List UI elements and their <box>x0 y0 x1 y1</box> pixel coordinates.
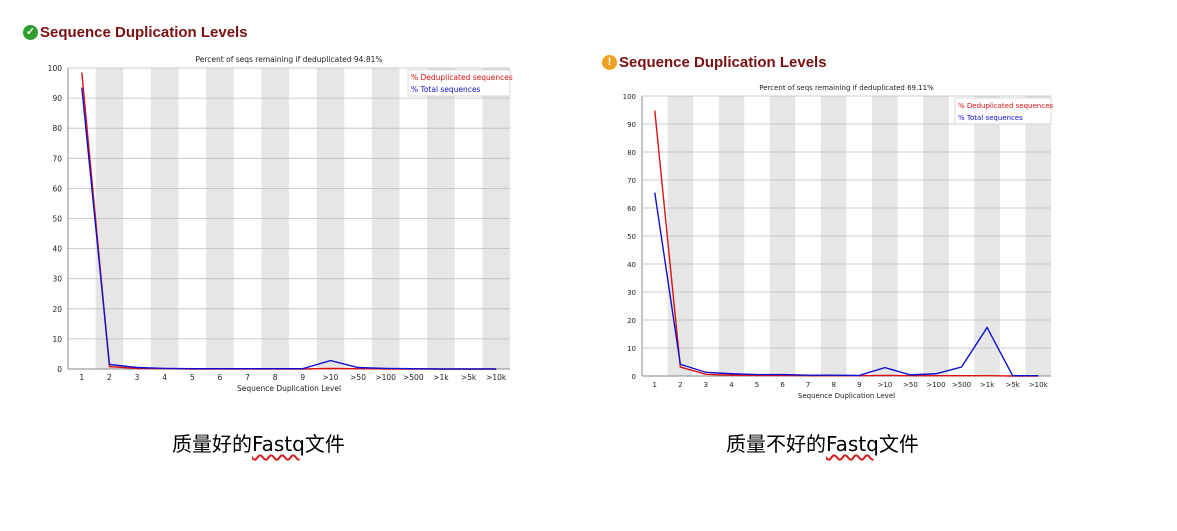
x-tick-label: 6 <box>218 373 223 382</box>
chart-title: Percent of seqs remaining if deduplicate… <box>759 84 934 92</box>
x-tick-label: >50 <box>903 381 918 389</box>
y-tick-label: 90 <box>52 94 62 103</box>
x-tick-label: >100 <box>375 373 396 382</box>
x-tick-label: >500 <box>403 373 424 382</box>
x-tick-label: 8 <box>273 373 278 382</box>
x-tick-label: 3 <box>135 373 140 382</box>
x-tick-label: 5 <box>190 373 195 382</box>
legend-entry: % Deduplicated sequences <box>958 102 1053 110</box>
caption-word: Fastq <box>826 432 879 456</box>
y-tick-label: 10 <box>627 345 636 353</box>
legend-entry: % Total sequences <box>958 114 1023 122</box>
y-tick-label: 10 <box>52 335 62 344</box>
series-line-total <box>654 192 1039 377</box>
x-tick-label: 4 <box>729 381 734 389</box>
chart-title: Percent of seqs remaining if deduplicate… <box>196 55 383 64</box>
y-tick-label: 20 <box>52 305 62 314</box>
x-tick-label: 1 <box>79 373 84 382</box>
x-tick-label: >1k <box>980 381 995 389</box>
y-tick-label: 80 <box>52 124 62 133</box>
panel-title-text: Sequence Duplication Levels <box>40 24 248 41</box>
x-tick-label: >500 <box>952 381 971 389</box>
y-tick-label: 50 <box>52 215 62 224</box>
x-tick-label: >50 <box>350 373 366 382</box>
caption-word: Fastq <box>252 432 305 456</box>
x-tick-label: >1k <box>433 373 449 382</box>
y-tick-label: 70 <box>627 177 636 185</box>
y-tick-label: 30 <box>627 289 636 297</box>
x-tick-label: 5 <box>755 381 759 389</box>
caption-prefix: 质量不好的 <box>726 432 826 456</box>
y-tick-label: 60 <box>52 184 62 193</box>
x-tick-label: 7 <box>806 381 810 389</box>
caption-bad: 质量不好的Fastq文件 <box>726 428 919 457</box>
duplication-chart-bad: 0 10 20 30 40 50 60 70 80 90 100 1 2 3 4 5 6 7 8 9 >10 >50 >10… <box>623 84 1054 400</box>
x-tick-label: 3 <box>704 381 708 389</box>
caption-suffix: 文件 <box>878 432 919 456</box>
x-axis-label: Sequence Duplication Level <box>798 392 895 400</box>
panel-title: ! Sequence Duplication Levels <box>602 54 827 71</box>
panel-title-text: Sequence Duplication Levels <box>619 54 827 71</box>
legend-entry: % Total sequences <box>411 85 481 94</box>
x-tick-label: >5k <box>1005 381 1020 389</box>
x-axis-label: Sequence Duplication Level <box>237 384 341 393</box>
y-tick-label: 40 <box>52 245 62 254</box>
y-tick-label: 30 <box>52 275 62 284</box>
x-tick-label: 4 <box>162 373 167 382</box>
y-tick-label: 80 <box>627 149 636 157</box>
x-tick-label: >10 <box>323 373 339 382</box>
caption-prefix: 质量好的 <box>172 432 252 456</box>
x-tick-label: 9 <box>300 373 305 382</box>
y-tick-label: 90 <box>627 121 636 129</box>
x-tick-label: 9 <box>857 381 861 389</box>
x-tick-label: 6 <box>780 381 785 389</box>
x-tick-label: >10 <box>877 381 892 389</box>
y-tick-label: 100 <box>48 64 63 73</box>
y-tick-label: 50 <box>627 233 636 241</box>
x-tick-label: 8 <box>831 381 835 389</box>
x-tick-label: 2 <box>678 381 682 389</box>
pass-check-icon: ✓ <box>23 25 38 40</box>
legend-box <box>407 69 511 97</box>
caption-good: 质量好的Fastq文件 <box>172 428 345 457</box>
x-tick-label: 2 <box>107 373 112 382</box>
y-tick-label: 40 <box>627 261 636 269</box>
warning-icon: ! <box>602 55 617 70</box>
y-tick-label: 60 <box>627 205 636 213</box>
x-tick-label: >10k <box>486 373 507 382</box>
x-tick-label: >100 <box>926 381 945 389</box>
panel-title: ✓ Sequence Duplication Levels <box>23 24 248 41</box>
series-line-total <box>81 87 497 370</box>
duplication-chart-good: 0 10 20 30 40 50 60 70 80 90 100 1 2 3 4 5 6 7 8 9 >10 >50 >10… <box>48 55 513 393</box>
legend-box <box>954 97 1052 125</box>
y-tick-label: 20 <box>627 317 636 325</box>
x-tick-label: >10k <box>1029 381 1049 389</box>
y-tick-label: 70 <box>52 154 62 163</box>
y-tick-label: 0 <box>632 373 636 381</box>
legend-entry: % Deduplicated sequences <box>411 73 513 82</box>
y-tick-label: 0 <box>57 365 62 374</box>
x-tick-label: 7 <box>245 373 250 382</box>
x-tick-label: 1 <box>653 381 657 389</box>
x-tick-label: >5k <box>461 373 477 382</box>
caption-suffix: 文件 <box>304 432 345 456</box>
y-tick-label: 100 <box>623 93 636 101</box>
